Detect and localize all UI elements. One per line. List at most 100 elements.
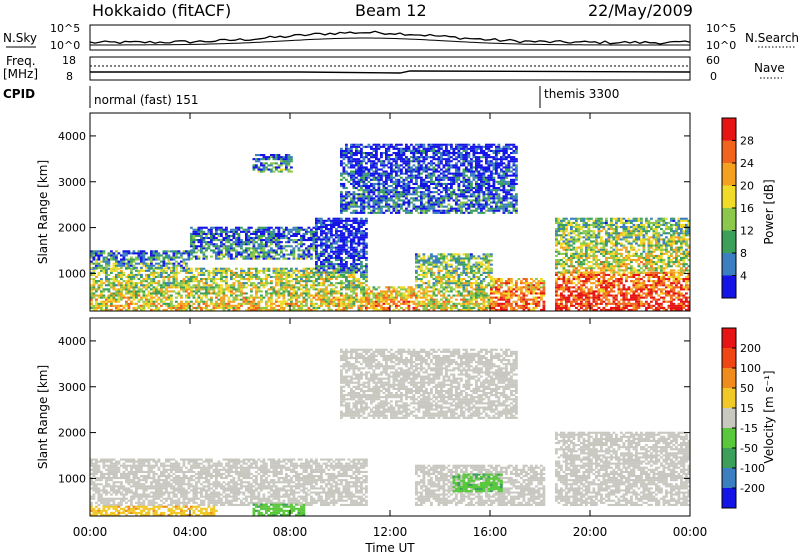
power-cell <box>122 264 126 267</box>
power-cell <box>592 232 596 235</box>
power-cell <box>100 286 103 289</box>
power-cell <box>437 292 441 295</box>
power-cell <box>240 294 243 297</box>
power-cell <box>142 264 146 267</box>
power-cell <box>247 237 251 240</box>
power-cell <box>610 290 613 293</box>
power-cell <box>285 304 288 307</box>
power-cell <box>335 302 338 305</box>
power-cell <box>587 246 591 249</box>
power-cell <box>467 302 471 305</box>
power-cell <box>207 247 211 250</box>
power-cell <box>600 302 603 305</box>
power-cell <box>492 290 496 293</box>
power-cell <box>177 290 181 293</box>
power-cell <box>325 271 328 274</box>
power-cell <box>612 298 616 301</box>
power-cell <box>482 267 486 270</box>
power-cell <box>375 302 378 305</box>
power-cell <box>617 280 621 283</box>
power-cell <box>277 294 281 297</box>
power-cell <box>277 271 281 274</box>
power-cell <box>442 306 446 309</box>
power-cell <box>107 300 111 303</box>
power-cell <box>160 266 163 269</box>
power-cell <box>130 269 133 272</box>
power-cell <box>200 249 203 252</box>
power-cell <box>157 284 161 287</box>
power-cell <box>477 290 481 293</box>
power-cell <box>115 292 118 295</box>
power-cell <box>180 296 183 299</box>
power-cell <box>375 300 378 303</box>
power-cell <box>352 273 356 276</box>
power-cell <box>322 290 326 293</box>
power-cell <box>575 296 578 299</box>
power-cell <box>277 232 281 235</box>
power-cell <box>392 302 396 305</box>
power-cell <box>255 257 258 260</box>
power-cell <box>562 223 566 226</box>
power-cell <box>617 290 621 293</box>
power-cell <box>477 306 481 309</box>
power-cell <box>622 298 626 301</box>
power-cell <box>672 302 676 305</box>
power-cell <box>415 296 418 299</box>
power-cell <box>572 286 576 289</box>
power-cell <box>487 267 491 270</box>
power-cell <box>137 262 141 265</box>
power-cell <box>110 269 113 272</box>
power-cell <box>345 250 348 253</box>
power-cell <box>670 300 673 303</box>
power-cell <box>622 296 626 299</box>
power-cell <box>682 286 686 289</box>
power-cell <box>582 226 586 229</box>
power-cell <box>202 257 206 260</box>
power-cell <box>570 261 573 264</box>
power-cell <box>310 257 313 260</box>
power-cell <box>90 304 93 307</box>
power-cell <box>375 288 378 291</box>
power-cell <box>612 280 616 283</box>
power-cell <box>570 282 573 285</box>
power-cell <box>582 252 586 255</box>
power-cell <box>595 296 598 299</box>
power-cell <box>450 263 453 266</box>
power-cell <box>277 247 281 250</box>
power-cell <box>362 271 366 274</box>
power-cell <box>160 273 163 276</box>
power-cell <box>595 217 598 220</box>
power-cell <box>425 286 428 289</box>
power-cell <box>222 288 226 291</box>
power-cell <box>250 255 253 258</box>
power-cell <box>420 273 423 276</box>
power-cell <box>420 280 423 283</box>
power-cell <box>557 308 561 311</box>
power-cell <box>125 264 128 267</box>
power-cell <box>302 300 306 303</box>
power-cell <box>267 267 271 270</box>
power-cell <box>232 247 236 250</box>
power-cell <box>317 296 321 299</box>
power-cell <box>430 300 433 303</box>
power-cell <box>95 260 98 263</box>
power-cell <box>295 245 298 248</box>
power-cell <box>502 302 506 305</box>
power-cell <box>565 296 568 299</box>
power-cell <box>572 240 576 243</box>
nave-tick-bottom: 0 <box>710 70 717 83</box>
power-cell <box>320 226 323 229</box>
power-cell <box>555 242 558 245</box>
power-cell <box>322 300 326 303</box>
power-cell <box>592 298 596 301</box>
power-cell <box>625 296 628 299</box>
power-cell <box>272 228 276 231</box>
power-cell <box>537 280 541 283</box>
power-cell <box>320 254 323 257</box>
power-cell <box>670 273 673 276</box>
power-cell <box>317 290 321 293</box>
power-cell <box>175 286 178 289</box>
power-cell <box>610 288 613 291</box>
power-cell <box>220 267 223 270</box>
power-cell <box>275 234 278 237</box>
